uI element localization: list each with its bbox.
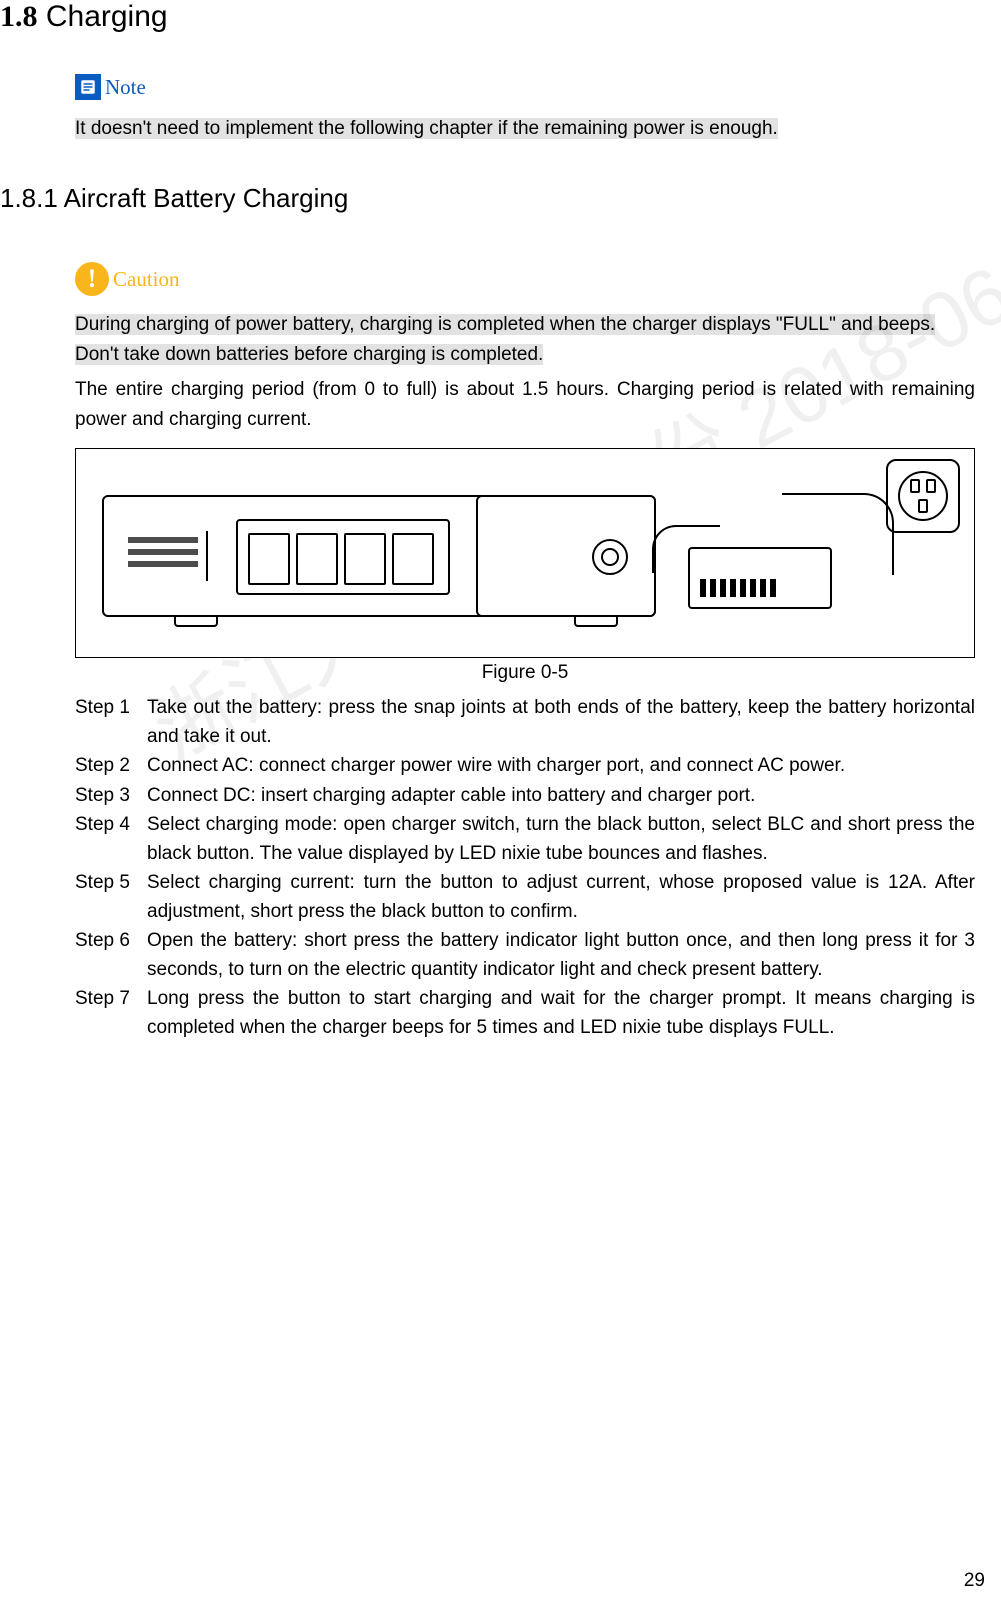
step-row: Step 7 Long press the button to start ch… — [75, 985, 975, 1042]
caution-callout-header: ! Caution — [75, 262, 975, 296]
steps-list: Step 1 Take out the battery: press the s… — [75, 694, 975, 1042]
section-number: 1.8 — [0, 0, 38, 33]
step-row: Step 5 Select charging current: turn the… — [75, 869, 975, 926]
note-label: Note — [105, 75, 146, 100]
step-text: Long press the button to start charging … — [147, 985, 975, 1042]
caution-icon: ! — [75, 262, 109, 296]
step-label: Step 2 — [75, 752, 147, 781]
step-text: Connect AC: connect charger power wire w… — [147, 752, 975, 781]
step-label: Step 3 — [75, 782, 147, 811]
figure-caption: Figure 0-5 — [75, 662, 975, 684]
body-paragraph: The entire charging period (from 0 to fu… — [75, 375, 975, 434]
step-row: Step 6 Open the battery: short press the… — [75, 927, 975, 984]
caution-label: Caution — [113, 267, 180, 292]
note-callout-header: Note — [75, 74, 975, 100]
step-row: Step 2 Connect AC: connect charger power… — [75, 752, 975, 781]
charger-body-shape — [102, 495, 656, 617]
note-text-wrap: It doesn't need to implement the followi… — [75, 114, 975, 143]
step-text: Select charging mode: open charger switc… — [147, 811, 975, 868]
charger-diagram — [75, 448, 975, 658]
wall-outlet-shape — [886, 459, 960, 533]
note-text: It doesn't need to implement the followi… — [75, 118, 778, 139]
step-text: Select charging current: turn the button… — [147, 869, 975, 926]
step-label: Step 5 — [75, 869, 147, 926]
section-title: Charging — [46, 0, 168, 33]
step-row: Step 4 Select charging mode: open charge… — [75, 811, 975, 868]
ac-cable-shape — [782, 493, 894, 575]
step-label: Step 4 — [75, 811, 147, 868]
note-icon — [75, 74, 101, 100]
section-heading: 1.8 Charging — [0, 0, 981, 34]
step-text: Take out the battery: press the snap joi… — [147, 694, 975, 751]
caution-text: During charging of power battery, chargi… — [75, 314, 935, 364]
step-label: Step 1 — [75, 694, 147, 751]
page-number: 29 — [964, 1570, 985, 1592]
step-text: Open the battery: short press the batter… — [147, 927, 975, 984]
step-label: Step 6 — [75, 927, 147, 984]
step-label: Step 7 — [75, 985, 147, 1042]
step-row: Step 1 Take out the battery: press the s… — [75, 694, 975, 751]
caution-text-wrap: During charging of power battery, chargi… — [75, 310, 975, 369]
step-row: Step 3 Connect DC: insert charging adapt… — [75, 782, 975, 811]
step-text: Connect DC: insert charging adapter cabl… — [147, 782, 975, 811]
subsection-heading: 1.8.1 Aircraft Battery Charging — [0, 183, 981, 214]
